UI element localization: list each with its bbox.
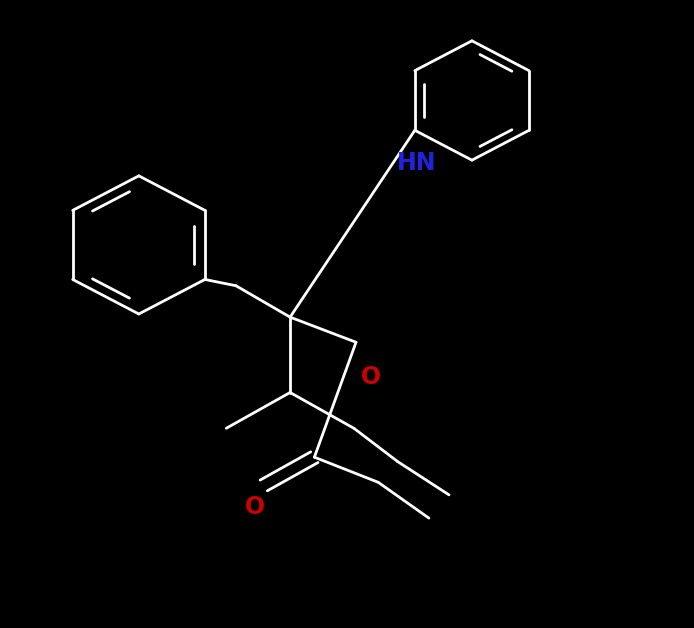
Text: O: O: [246, 495, 265, 519]
Text: HN: HN: [397, 151, 436, 175]
Text: O: O: [362, 365, 381, 389]
